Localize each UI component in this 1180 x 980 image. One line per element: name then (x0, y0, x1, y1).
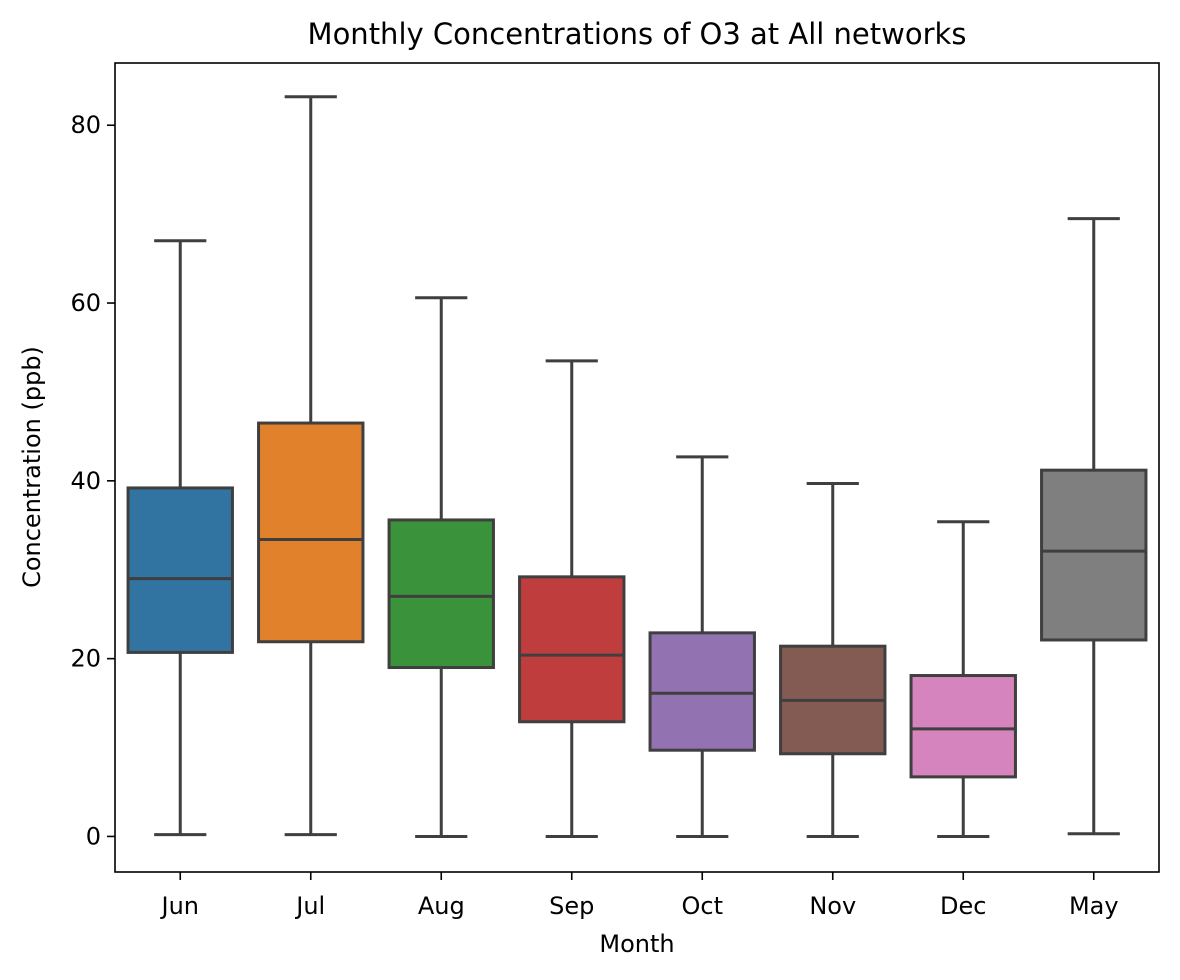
y-tick-label-20: 20 (70, 645, 101, 673)
x-tick-label-dec: Dec (940, 892, 986, 920)
y-tick-label-60: 60 (70, 289, 101, 317)
box-oct (648, 455, 756, 838)
iqr-box-sep (518, 575, 626, 724)
box-jun (126, 239, 234, 837)
iqr-box-may (1040, 468, 1148, 642)
y-axis: 0 20 40 60 80 (70, 111, 115, 850)
x-tick-label-aug: Aug (418, 892, 465, 920)
boxes-layer (126, 95, 1148, 838)
x-tick-label-sep: Sep (549, 892, 594, 920)
box-aug (387, 296, 495, 838)
chart-title: Monthly Concentrations of O3 at All netw… (308, 17, 967, 51)
y-tick-label-80: 80 (70, 111, 101, 139)
x-tick-label-jun: Jun (160, 892, 200, 920)
iqr-box-aug (387, 518, 495, 670)
x-tick-label-may: May (1069, 892, 1119, 920)
plot-frame (114, 62, 1160, 873)
box-sep (518, 359, 626, 838)
x-axis: Jun Jul Aug Sep Oct Nov Dec May (160, 872, 1119, 920)
box-jul (257, 95, 365, 837)
box-nov (779, 482, 887, 838)
y-axis-label: Concentration (ppb) (18, 346, 46, 588)
y-tick-label-0: 0 (86, 822, 101, 850)
x-tick-label-oct: Oct (682, 892, 724, 920)
iqr-box-dec (909, 674, 1017, 779)
box-may (1040, 217, 1148, 836)
iqr-box-jul (257, 421, 365, 644)
x-axis-label: Month (599, 930, 674, 958)
iqr-box-oct (648, 631, 756, 752)
box-dec (909, 520, 1017, 838)
iqr-box-jun (126, 486, 234, 654)
x-tick-label-jul: Jul (294, 892, 325, 920)
y-tick-label-40: 40 (70, 467, 101, 495)
x-tick-label-nov: Nov (809, 892, 856, 920)
